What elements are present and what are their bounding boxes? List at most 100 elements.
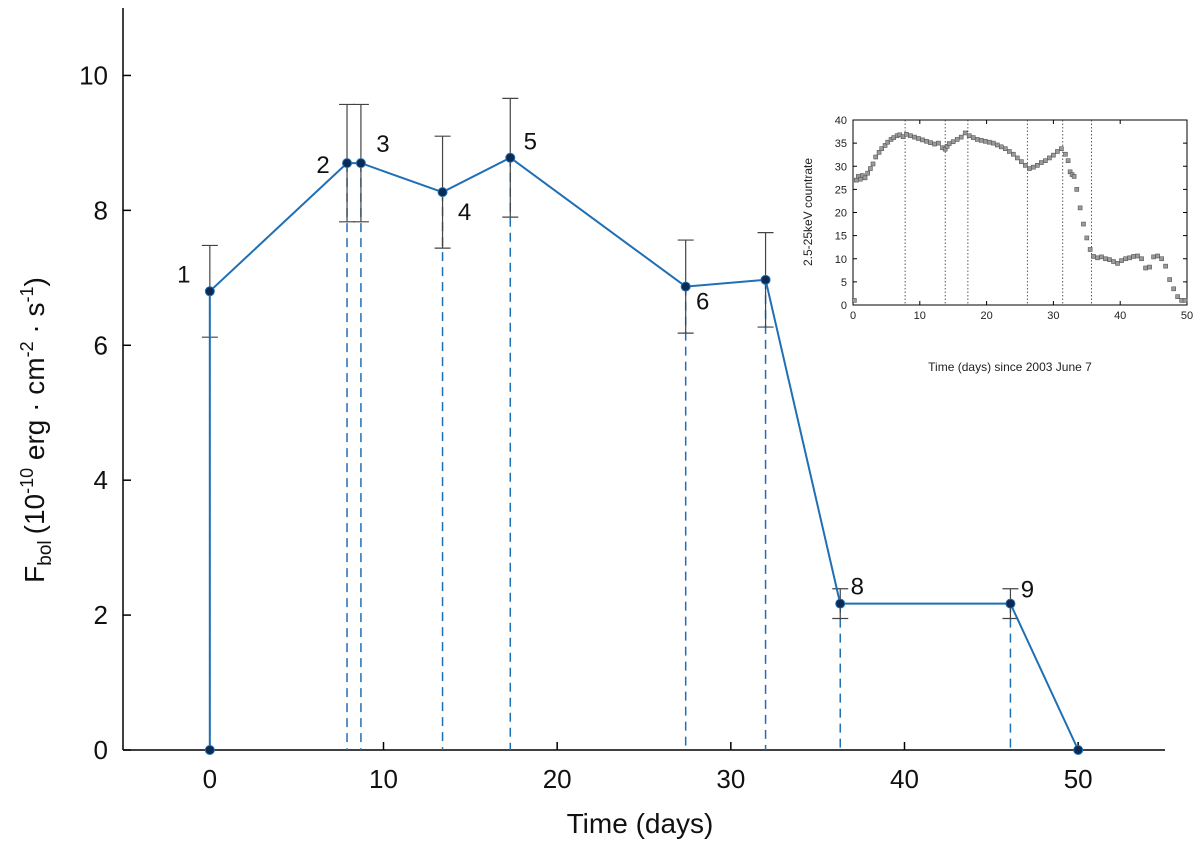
inset-data-point — [1043, 158, 1048, 163]
inset-data-point — [946, 141, 952, 146]
y-tick-label: 6 — [94, 330, 108, 360]
inset-data-point — [912, 134, 917, 140]
inset-data-point — [1123, 256, 1128, 262]
inset-data-point — [950, 139, 956, 145]
inset-data-point — [1035, 163, 1040, 168]
data-point — [1073, 745, 1084, 755]
inset-data-point — [928, 140, 933, 145]
point-label: 3 — [376, 131, 389, 158]
inset-data-point — [885, 139, 891, 145]
inset-frame — [852, 119, 1188, 306]
inset-data-points — [852, 130, 1188, 303]
inset-data-point — [882, 143, 888, 148]
inset-data-point — [1139, 256, 1144, 262]
inset-x-tick-label: 20 — [980, 310, 992, 322]
inset-data-point — [879, 146, 885, 151]
inset-data-point — [876, 150, 882, 155]
point-label: 5 — [524, 129, 537, 156]
inset-data-point — [916, 136, 921, 141]
inset-y-axis-label: 2.5-25keV countrate — [801, 158, 815, 266]
inset-data-point — [994, 142, 1000, 148]
point-label: 8 — [851, 574, 864, 601]
inset-data-point — [1023, 163, 1028, 168]
inset-data-point — [865, 170, 870, 176]
flux-series — [204, 152, 1084, 755]
inset-data-point — [1087, 247, 1093, 252]
inset-x-tick-label: 40 — [1114, 310, 1126, 322]
x-tick-label: 10 — [369, 764, 398, 794]
inset-data-point — [854, 177, 859, 183]
inset-data-point — [1059, 146, 1064, 151]
inset-data-point — [1099, 254, 1104, 260]
inset-data-point — [962, 130, 968, 136]
inset-data-point — [982, 138, 988, 144]
y-tick-label: 2 — [94, 600, 108, 630]
inset-data-point — [1127, 255, 1132, 261]
inset-countrate-chart: 0 10 20 30 40 50 0 5 10 15 20 25 30 35 40 Time (days) … — [801, 115, 1193, 374]
inset-data-point — [1027, 166, 1032, 171]
inset-data-point — [1107, 257, 1112, 262]
inset-data-point — [932, 141, 937, 147]
x-axis-label: Time (days) — [567, 808, 714, 839]
inset-x-tick-label: 10 — [914, 310, 926, 322]
inset-x-tick-label: 30 — [1047, 310, 1059, 322]
inset-axes: 0 10 20 30 40 50 0 5 10 15 20 25 30 35 40 — [835, 115, 1193, 322]
inset-y-tick-label: 30 — [835, 161, 847, 173]
inset-interval-lines — [904, 120, 1092, 305]
point-label: 2 — [316, 152, 329, 179]
y-tick-label: 0 — [94, 735, 108, 765]
inset-data-point — [958, 134, 964, 140]
data-point — [437, 187, 448, 198]
inset-data-point — [1182, 298, 1188, 303]
inset-data-point — [1007, 149, 1012, 154]
inset-data-point — [1111, 259, 1116, 264]
data-point — [355, 158, 366, 169]
point-label: 6 — [696, 289, 709, 316]
inset-data-point — [1003, 146, 1008, 151]
inset-data-point — [966, 133, 972, 139]
inset-data-point — [1151, 254, 1156, 260]
inset-data-point — [1175, 294, 1180, 299]
point-labels: 1 2 3 4 5 6 8 9 — [177, 129, 1034, 604]
y-tick-label: 8 — [94, 195, 108, 225]
inset-data-point — [1159, 256, 1164, 262]
inset-data-point — [868, 166, 873, 171]
inset-data-point — [858, 176, 863, 182]
inset-data-point — [873, 154, 879, 160]
inset-data-point — [1163, 263, 1168, 269]
inset-data-point — [1051, 152, 1056, 158]
data-point — [680, 281, 691, 292]
inset-data-point — [920, 137, 925, 143]
inset-y-tick-label: 0 — [841, 300, 847, 312]
inset-data-point — [970, 135, 976, 140]
data-point — [342, 158, 353, 169]
inset-data-point — [1019, 159, 1024, 164]
inset-data-point — [1055, 149, 1060, 154]
inset-data-point — [1071, 174, 1077, 179]
data-point — [835, 598, 846, 609]
inset-data-point — [1119, 258, 1124, 263]
inset-data-point — [870, 161, 876, 167]
inset-data-point — [1147, 264, 1152, 270]
point-label: 9 — [1021, 577, 1034, 604]
inset-x-tick-label: 50 — [1181, 310, 1193, 322]
inset-y-tick-label: 35 — [835, 138, 847, 150]
inset-data-point — [1143, 265, 1148, 271]
x-tick-label: 30 — [716, 764, 745, 794]
inset-data-point — [1015, 155, 1020, 161]
data-point — [1005, 598, 1016, 609]
inset-data-point — [990, 140, 996, 146]
inset-data-point — [1155, 253, 1160, 259]
inset-data-point — [1031, 164, 1036, 170]
inset-data-point — [1091, 254, 1096, 259]
inset-data-point — [860, 173, 865, 178]
inset-data-point — [1081, 221, 1086, 227]
inset-data-point — [954, 137, 960, 142]
inset-data-point — [1167, 277, 1172, 282]
data-point — [505, 152, 516, 163]
inset-data-point — [1074, 187, 1080, 192]
inset-data-point — [1084, 235, 1090, 241]
x-tick-label: 40 — [890, 764, 919, 794]
inset-data-point — [852, 298, 857, 303]
